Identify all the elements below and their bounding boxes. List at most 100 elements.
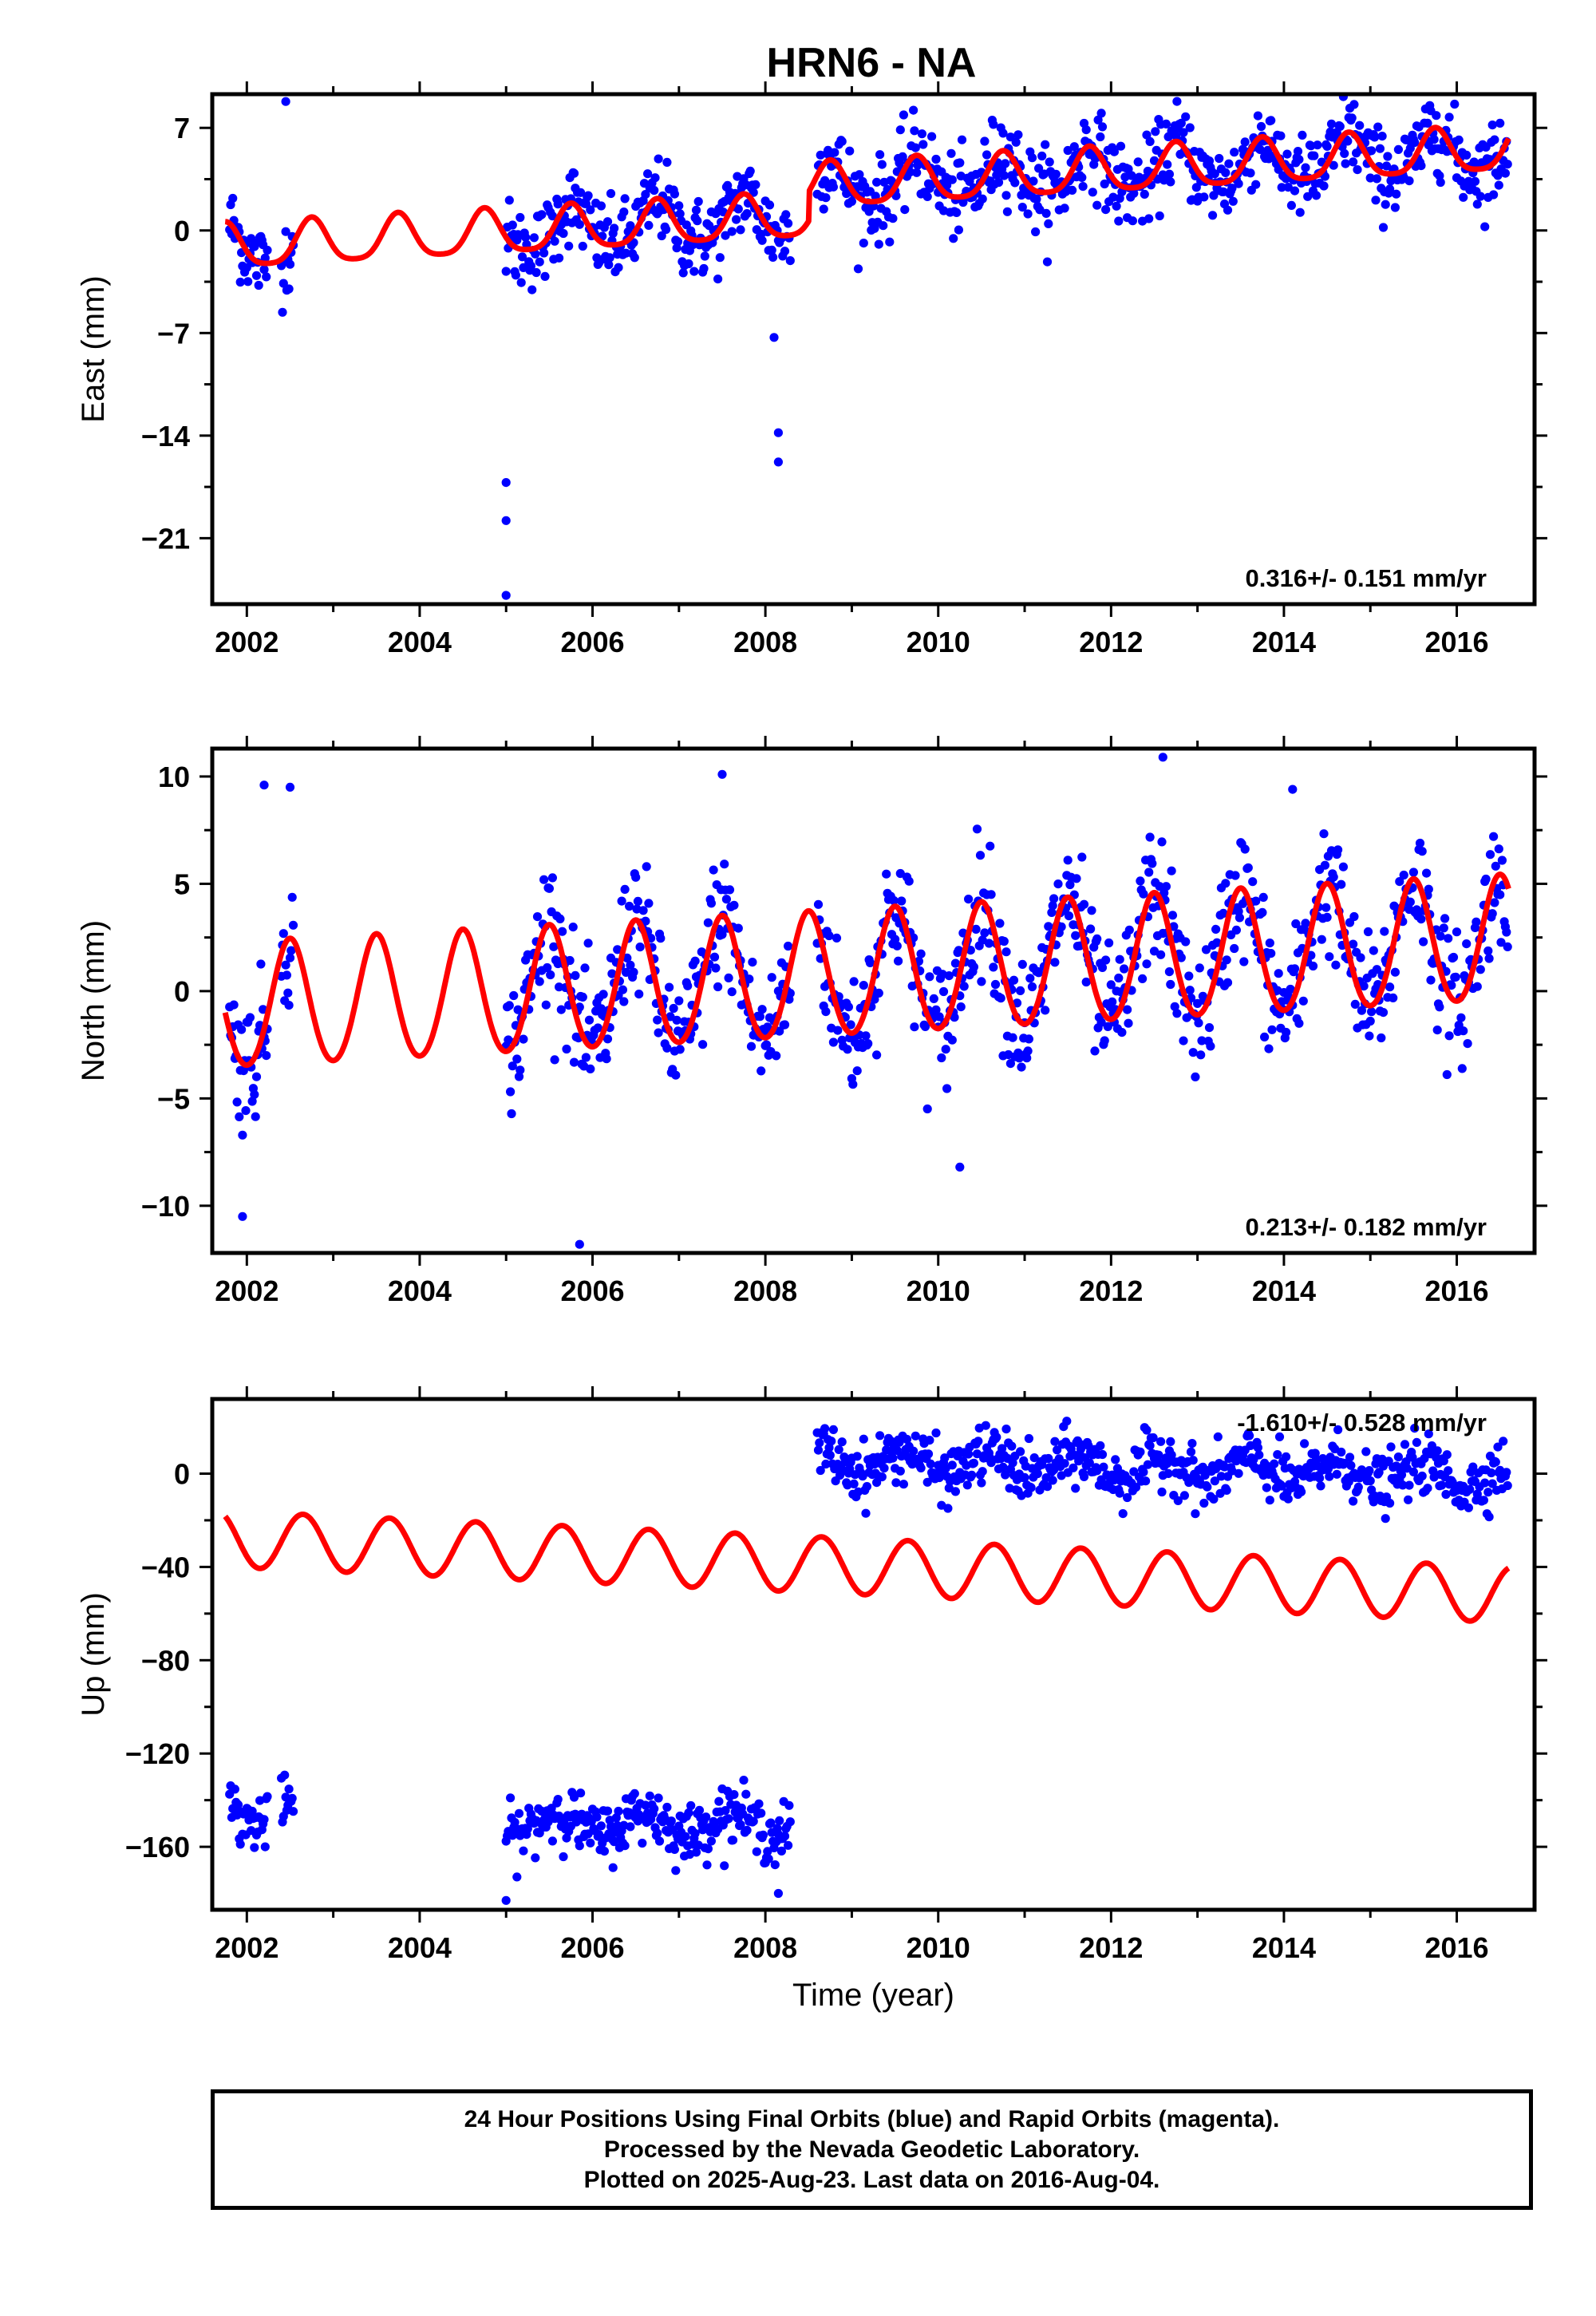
- up-point: [1398, 1480, 1408, 1490]
- north-point: [1405, 897, 1415, 907]
- north-point: [287, 892, 297, 902]
- east-point: [610, 223, 619, 233]
- north-point: [725, 885, 735, 895]
- up-point: [845, 1464, 855, 1474]
- north-point: [1372, 965, 1381, 974]
- north-point: [1221, 879, 1231, 888]
- east-point: [1373, 122, 1383, 132]
- east-point: [1127, 171, 1136, 180]
- east-point: [715, 253, 725, 263]
- east-point: [1128, 216, 1137, 226]
- up-point: [1163, 1468, 1173, 1478]
- north-point: [904, 876, 914, 886]
- up-y-tick-label: −160: [125, 1831, 190, 1863]
- north-x-tick-label: 2008: [733, 1275, 797, 1307]
- east-point: [604, 260, 614, 270]
- east-point: [1133, 157, 1143, 167]
- up-point: [654, 1793, 663, 1803]
- north-point: [889, 895, 899, 906]
- east-point: [1294, 155, 1304, 164]
- east-point: [1349, 157, 1358, 167]
- up-point: [879, 1464, 889, 1473]
- north-point: [1087, 906, 1096, 915]
- north-point: [539, 875, 549, 884]
- up-point: [1381, 1514, 1390, 1524]
- north-point: [1452, 927, 1462, 937]
- east-point: [1423, 118, 1432, 128]
- up-point: [1432, 1446, 1442, 1456]
- up-point: [821, 1459, 831, 1469]
- up-point: [877, 1472, 887, 1482]
- north-point: [1422, 868, 1432, 878]
- north-point: [516, 1065, 525, 1075]
- up-point: [764, 1854, 773, 1863]
- up-point: [703, 1844, 713, 1854]
- up-point: [1044, 1453, 1053, 1464]
- east-point: [1290, 186, 1300, 196]
- up-point: [1404, 1480, 1414, 1490]
- north-point: [284, 1001, 294, 1010]
- up-point: [923, 1449, 934, 1459]
- east-x-tick-label: 2012: [1079, 626, 1143, 658]
- up-point: [654, 1836, 665, 1846]
- north-point: [956, 1002, 966, 1012]
- east-point: [899, 110, 908, 120]
- east-point: [700, 251, 709, 261]
- up-point: [1060, 1459, 1069, 1468]
- up-point: [1325, 1472, 1334, 1481]
- east-point: [1283, 183, 1293, 192]
- north-point: [1034, 968, 1044, 978]
- north-point: [1071, 931, 1080, 940]
- north-model-line: [222, 871, 1511, 1069]
- east-outlier-point: [501, 516, 511, 525]
- up-point: [1188, 1456, 1198, 1465]
- east-point: [620, 194, 630, 204]
- east-point: [900, 205, 910, 215]
- north-point: [1415, 838, 1425, 848]
- up-point: [1145, 1441, 1155, 1450]
- north-point: [1365, 1016, 1375, 1026]
- up-point: [763, 1847, 772, 1856]
- up-point: [681, 1832, 690, 1841]
- up-y-tick-label: −80: [141, 1644, 190, 1677]
- east-point: [1274, 164, 1283, 174]
- up-point: [1262, 1483, 1271, 1492]
- north-point: [674, 996, 684, 1006]
- north-point: [727, 987, 737, 997]
- east-point: [605, 253, 614, 263]
- east-point: [1282, 149, 1292, 159]
- north-point: [832, 933, 842, 943]
- up-point: [766, 1818, 776, 1828]
- up-outlier-point: [501, 1895, 511, 1905]
- east-point: [1155, 211, 1164, 221]
- north-point: [1456, 1013, 1466, 1022]
- up-point: [506, 1793, 516, 1803]
- east-outlier-point: [769, 333, 779, 342]
- north-point: [1290, 964, 1300, 974]
- east-point: [531, 267, 541, 278]
- north-point: [894, 956, 903, 966]
- north-point: [625, 901, 634, 911]
- up-panel: 2002 2004 2006 2008 2010 2012 2014 2016 0 −40 −80 −…: [76, 1386, 1547, 2013]
- up-point: [641, 1800, 650, 1810]
- north-point: [757, 1005, 767, 1014]
- up-point: [1001, 1470, 1010, 1480]
- east-point: [285, 259, 295, 269]
- north-point: [824, 931, 834, 941]
- up-point: [922, 1477, 932, 1487]
- north-point: [1435, 1002, 1444, 1012]
- up-point: [785, 1817, 795, 1827]
- up-point: [1417, 1471, 1427, 1481]
- east-point: [569, 168, 579, 178]
- north-point: [1170, 1002, 1179, 1011]
- up-point: [510, 1817, 519, 1828]
- north-point: [547, 873, 558, 883]
- up-point: [784, 1800, 794, 1810]
- north-point: [784, 941, 793, 951]
- east-outlier-point: [501, 478, 511, 488]
- east-point: [905, 168, 915, 177]
- east-outlier-point: [773, 428, 784, 437]
- east-point: [1096, 109, 1106, 118]
- east-point: [254, 280, 263, 290]
- east-point: [781, 210, 791, 219]
